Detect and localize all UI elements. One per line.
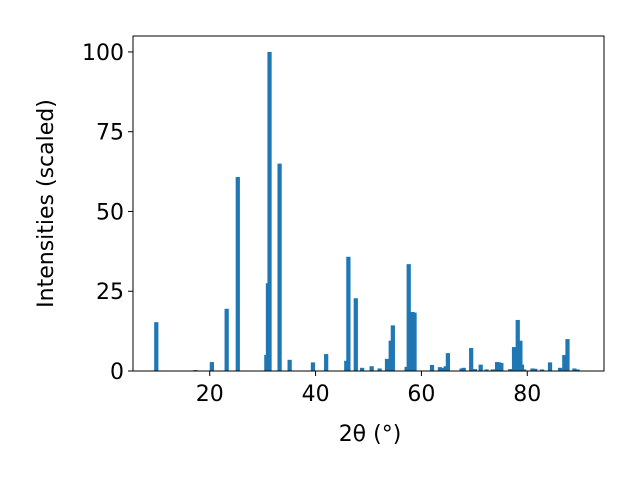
bar-2 (209, 362, 214, 371)
bar-37 (494, 362, 500, 371)
bar-15 (360, 367, 365, 371)
bar-20 (390, 325, 395, 371)
bar-18 (384, 358, 390, 371)
plot-frame (132, 35, 605, 372)
bar-52 (565, 339, 570, 371)
bar-29 (445, 353, 450, 371)
y-tick-label-25: 25 (96, 280, 124, 305)
bar-34 (478, 364, 483, 371)
x-tick-label-60: 60 (407, 382, 435, 407)
bar-40 (508, 369, 513, 371)
bar-51 (562, 355, 567, 371)
x-tick-label-20: 20 (196, 382, 224, 407)
bar-27 (440, 367, 445, 371)
bar-11 (324, 354, 329, 371)
bar-16 (369, 366, 374, 371)
bar-45 (521, 369, 527, 371)
bar-39 (499, 363, 504, 371)
bar-54 (575, 369, 580, 371)
bar-24 (412, 312, 417, 371)
y-tick-label-100: 100 (82, 41, 124, 66)
bar-10 (310, 362, 316, 371)
bar-13 (346, 256, 351, 371)
bar-36 (490, 369, 495, 371)
bar-14 (353, 298, 358, 371)
bar-19 (388, 340, 393, 371)
bar-3 (224, 308, 229, 371)
x-axis-ticks: 20 40 60 80 (196, 371, 541, 407)
y-axis-label: Intensities (scaled) (34, 99, 59, 308)
bar-9 (287, 359, 292, 371)
bar-7 (267, 51, 272, 371)
bar-8 (277, 163, 282, 371)
bar-22 (406, 264, 411, 371)
y-tick-label-0: 0 (110, 360, 124, 385)
bar-30 (459, 368, 464, 371)
bar-38 (497, 362, 502, 371)
bar-25 (429, 364, 435, 371)
bar-42 (515, 319, 520, 371)
bar-17 (377, 368, 382, 371)
y-tick-label-75: 75 (96, 121, 124, 146)
bar-28 (443, 366, 448, 371)
bar-49 (547, 362, 553, 371)
bar-47 (533, 368, 538, 371)
bar-32 (469, 348, 474, 371)
y-tick-label-50: 50 (96, 200, 124, 225)
bar-48 (539, 369, 545, 371)
bar-43 (518, 340, 523, 371)
bar-31 (461, 367, 466, 371)
bar-44 (519, 364, 525, 371)
bar-41 (511, 347, 517, 371)
bars-group (154, 51, 580, 371)
bar-26 (437, 367, 443, 371)
y-axis-ticks: 0 25 50 75 100 (82, 41, 133, 385)
x-tick-label-40: 40 (302, 382, 330, 407)
bar-53 (572, 368, 577, 371)
bar-50 (557, 367, 563, 371)
bar-0 (154, 322, 159, 371)
bar-46 (530, 368, 535, 371)
bar-35 (484, 369, 489, 371)
x-tick-label-80: 80 (513, 382, 541, 407)
bar-4 (235, 177, 240, 371)
x-axis-label: 2θ (°) (339, 422, 402, 447)
bar-33 (472, 369, 477, 371)
